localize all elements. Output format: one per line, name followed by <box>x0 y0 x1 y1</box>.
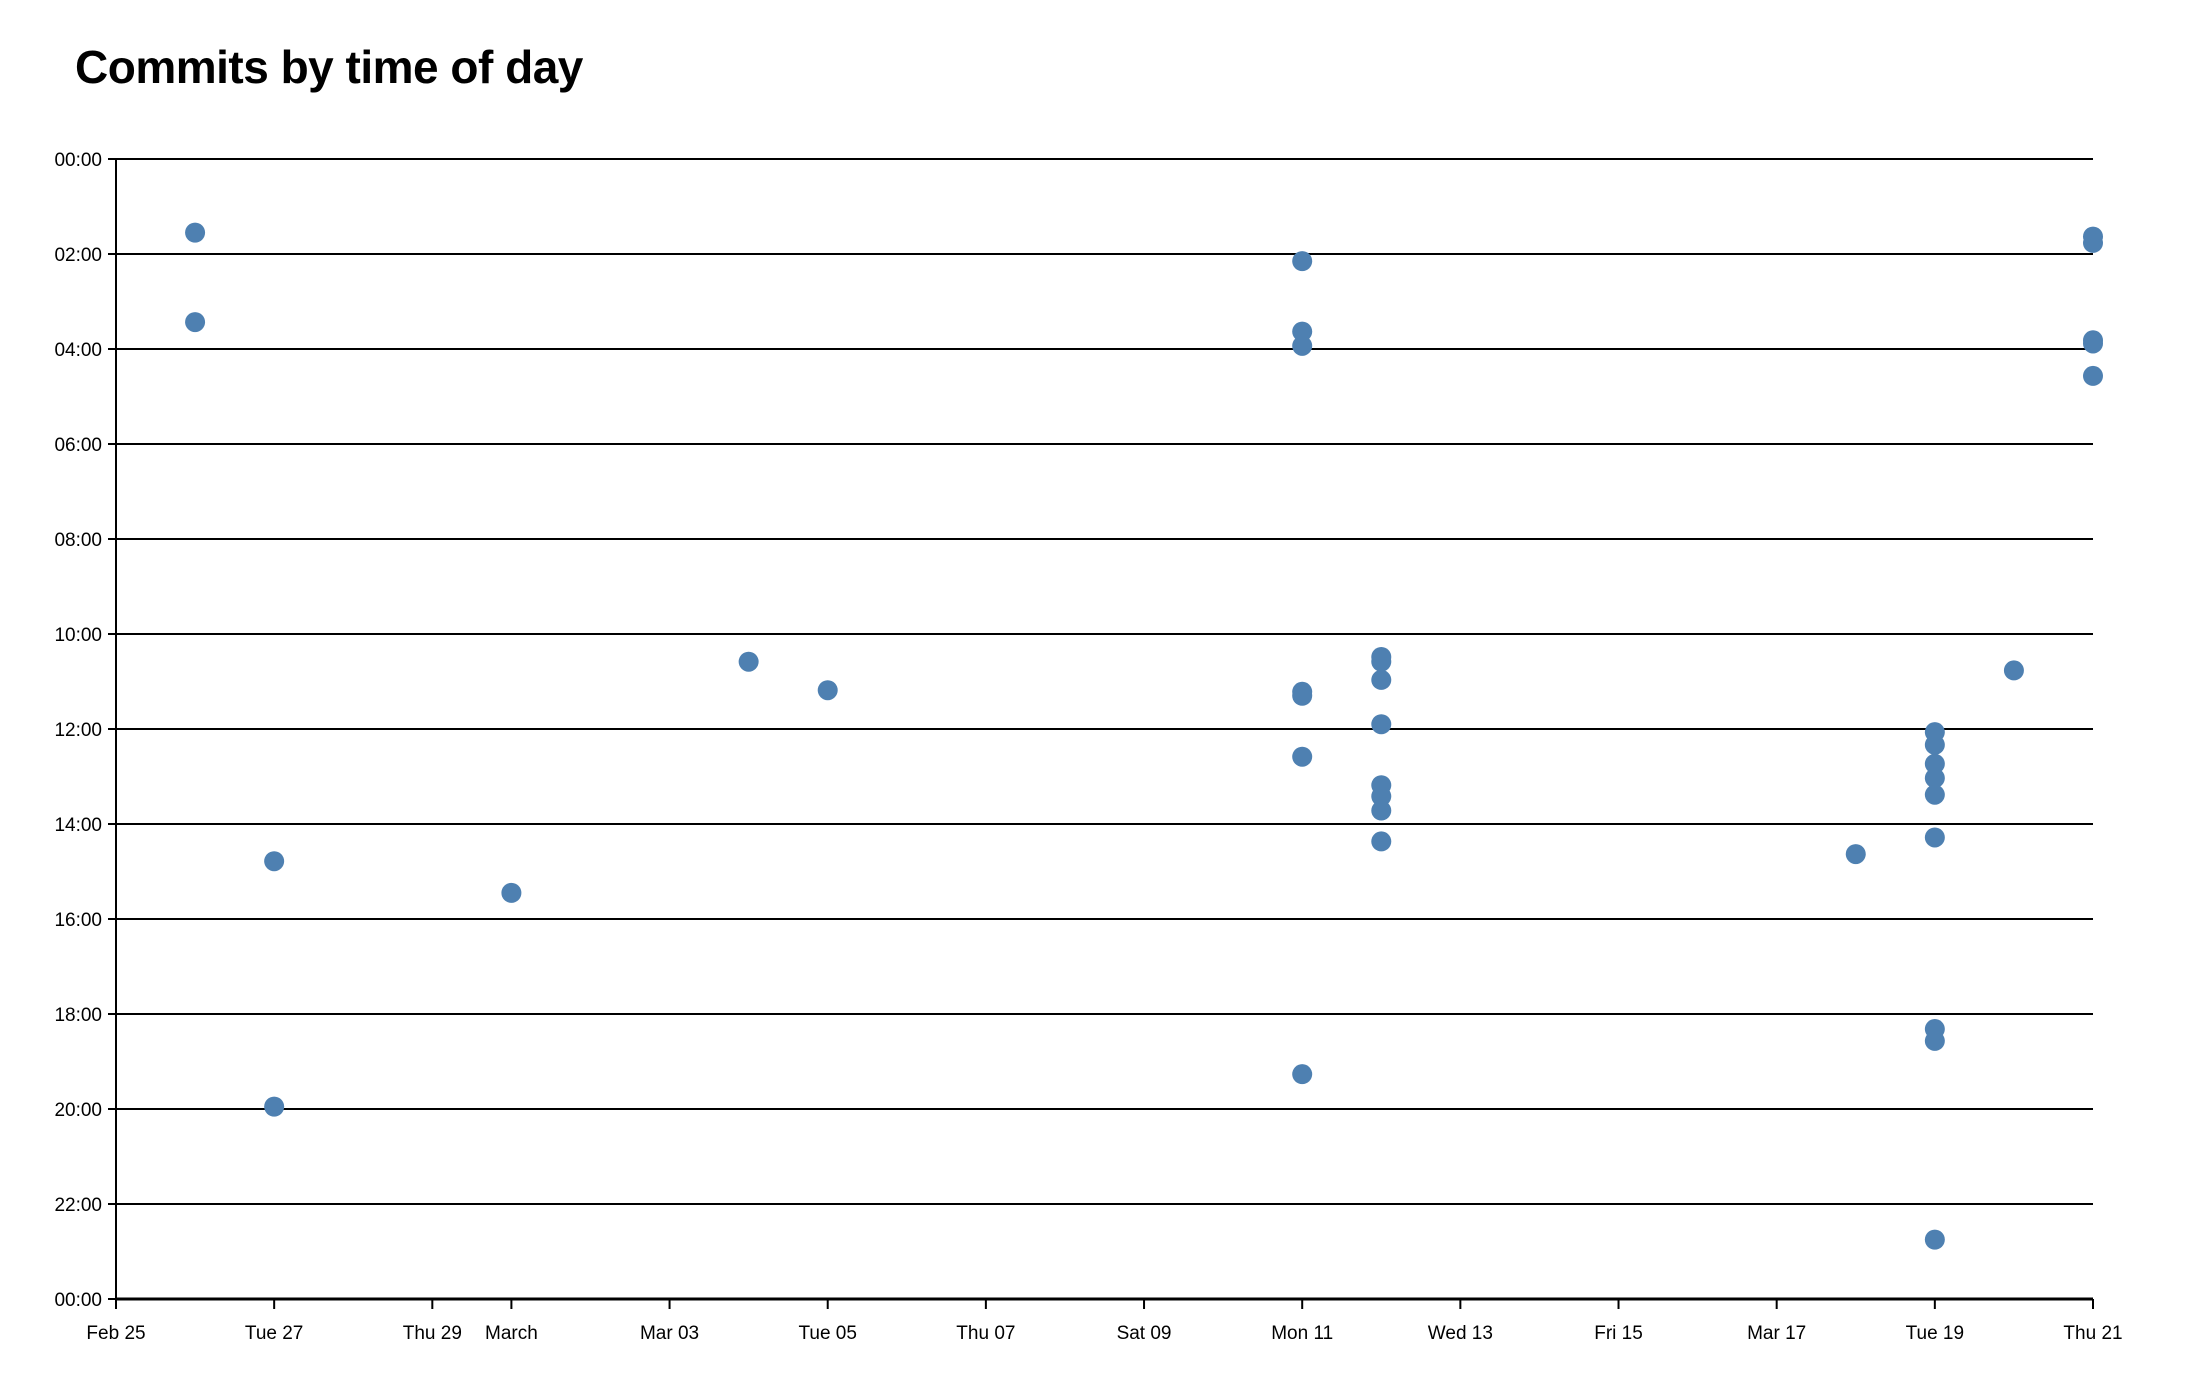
y-tick: 22:00 <box>54 1195 2093 1216</box>
y-tick: 10:00 <box>54 625 2093 646</box>
data-point <box>1292 335 1313 356</box>
y-tick-label: 20:00 <box>54 1100 102 1121</box>
data-point <box>1924 1030 1945 1051</box>
x-tick: March <box>485 1299 538 1344</box>
data-point <box>1371 831 1392 852</box>
data-point <box>2003 660 2024 681</box>
data-point <box>1292 321 1313 342</box>
y-tick: 06:00 <box>54 435 2093 456</box>
data-point <box>185 312 206 333</box>
data-point <box>1292 746 1313 767</box>
chart-title: Commits by time of day <box>75 41 583 93</box>
x-tick-label: Sat 09 <box>1117 1323 1172 1344</box>
y-tick-label: 00:00 <box>54 150 102 171</box>
x-tick-label: Thu 07 <box>956 1323 1015 1344</box>
y-tick: 02:00 <box>54 245 2093 266</box>
x-tick: Wed 13 <box>1428 1299 1493 1344</box>
x-tick-label: Tue 27 <box>245 1323 303 1344</box>
data-point <box>1845 844 1866 865</box>
x-tick: Thu 29 <box>403 1299 462 1344</box>
data-point <box>1292 251 1313 272</box>
data-point <box>1924 768 1945 789</box>
x-tick: Sat 09 <box>1117 1299 1172 1344</box>
y-tick-label: 12:00 <box>54 720 102 741</box>
x-tick-label: Mon 11 <box>1271 1323 1333 1344</box>
data-point <box>1924 784 1945 805</box>
data-point <box>1371 651 1392 672</box>
y-tick-label: 10:00 <box>54 625 102 646</box>
data-point <box>264 1096 285 1117</box>
data-point <box>2083 232 2103 253</box>
data-point <box>1924 827 1945 848</box>
y-tick: 14:00 <box>54 815 2093 836</box>
x-tick: Feb 25 <box>86 1299 146 1344</box>
y-tick: 16:00 <box>54 910 2093 931</box>
data-point <box>1924 734 1945 755</box>
x-tick: Tue 05 <box>798 1299 857 1344</box>
y-tick-label: 08:00 <box>54 530 102 551</box>
y-tick-label: 22:00 <box>54 1195 102 1216</box>
x-tick: Thu 07 <box>956 1299 1015 1344</box>
x-tick-label: Fri 15 <box>1594 1323 1643 1344</box>
data-point <box>2083 333 2103 354</box>
x-tick: Fri 15 <box>1594 1299 1643 1344</box>
y-tick-label: 00:00 <box>54 1290 102 1311</box>
x-tick-label: Wed 13 <box>1428 1323 1493 1344</box>
data-point <box>1292 685 1313 706</box>
x-tick: Tue 27 <box>245 1299 303 1344</box>
x-tick-label: Feb 25 <box>86 1323 145 1344</box>
x-tick-label: March <box>485 1323 538 1344</box>
y-tick: 18:00 <box>54 1005 2093 1026</box>
y-tick-label: 16:00 <box>54 910 102 931</box>
y-tick-label: 06:00 <box>54 435 102 456</box>
y-tick: 20:00 <box>54 1100 2093 1121</box>
x-tick-label: Mar 17 <box>1747 1323 1806 1344</box>
data-point <box>185 222 206 243</box>
x-tick-label: Thu 29 <box>403 1323 462 1344</box>
y-tick-label: 02:00 <box>54 245 102 266</box>
x-tick: Mon 11 <box>1271 1299 1333 1344</box>
data-point <box>1371 669 1392 690</box>
data-point <box>1371 786 1392 807</box>
y-tick: 00:00 <box>54 150 2093 171</box>
x-tick-label: Thu 21 <box>2063 1323 2122 1344</box>
data-point <box>264 851 285 872</box>
x-tick: Thu 21 <box>2063 1299 2123 1344</box>
y-tick-label: 18:00 <box>54 1005 102 1026</box>
y-tick: 08:00 <box>54 530 2093 551</box>
data-point <box>501 882 522 903</box>
data-point <box>2083 365 2103 386</box>
x-tick-label: Tue 19 <box>1906 1323 1964 1344</box>
data-point <box>1371 800 1392 821</box>
data-point <box>1292 1064 1313 1085</box>
data-point <box>1371 714 1392 735</box>
x-tick: Tue 19 <box>1906 1299 1964 1344</box>
y-tick: 04:00 <box>54 340 2093 361</box>
y-tick: 12:00 <box>54 720 2093 741</box>
y-tick-label: 14:00 <box>54 815 102 836</box>
data-point <box>1924 1229 1945 1250</box>
x-tick: Mar 03 <box>640 1299 699 1344</box>
x-tick: Mar 17 <box>1747 1299 1806 1344</box>
data-point <box>817 680 838 701</box>
data-point <box>738 651 759 672</box>
y-tick-label: 04:00 <box>54 340 102 361</box>
data-point <box>1924 753 1945 774</box>
x-tick-label: Mar 03 <box>640 1323 699 1344</box>
x-tick-label: Tue 05 <box>798 1323 856 1344</box>
